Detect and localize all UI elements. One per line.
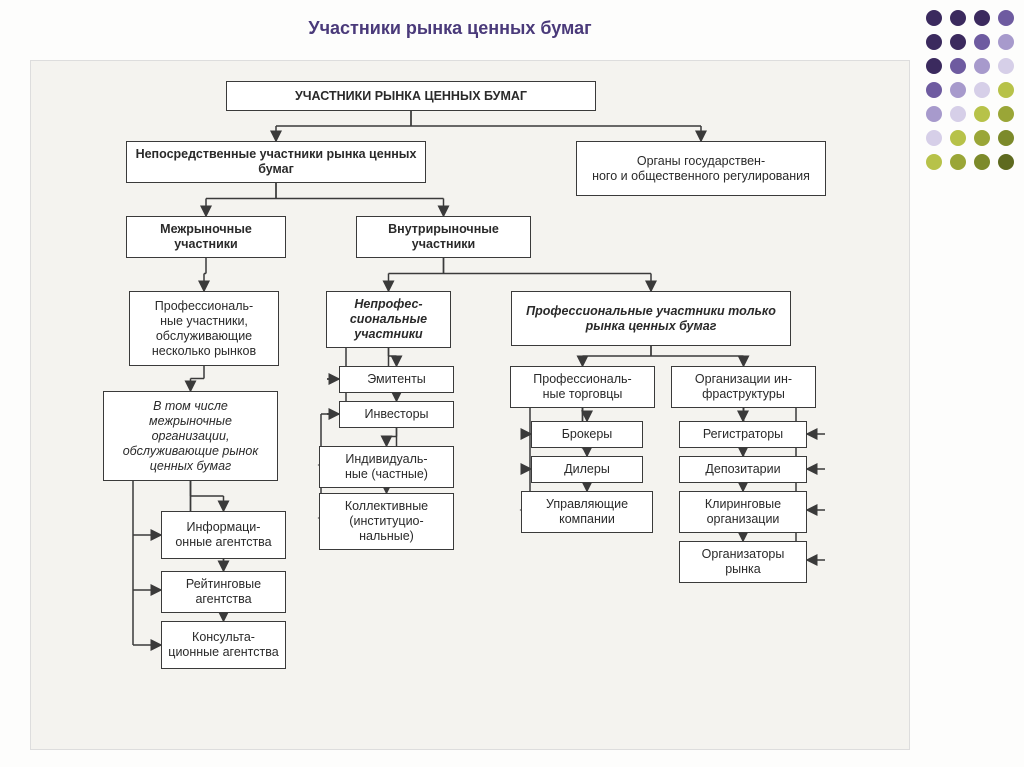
- node-collect: Коллективные (институцио- нальные): [319, 493, 454, 550]
- decorative-dot-grid: [926, 10, 1016, 172]
- node-intra: Внутрирыночные участники: [356, 216, 531, 258]
- node-registr: Регистраторы: [679, 421, 807, 448]
- dot: [974, 82, 990, 98]
- node-root: УЧАСТНИКИ РЫНКА ЦЕННЫХ БУМАГ: [226, 81, 596, 111]
- dot: [926, 130, 942, 146]
- dot: [926, 154, 942, 170]
- node-emit: Эмитенты: [339, 366, 454, 393]
- node-depo: Депозитарии: [679, 456, 807, 483]
- node-indiv: Индивидуаль- ные (частные): [319, 446, 454, 488]
- dot: [926, 82, 942, 98]
- node-org_market: Организаторы рынка: [679, 541, 807, 583]
- dot: [950, 82, 966, 98]
- dot: [926, 34, 942, 50]
- node-inter: Межрыночные участники: [126, 216, 286, 258]
- dot: [998, 58, 1014, 74]
- node-rating: Рейтинговые агентства: [161, 571, 286, 613]
- node-trade: Профессиональ- ные торговцы: [510, 366, 655, 408]
- node-gov: Органы государствен- ного и общественног…: [576, 141, 826, 196]
- dot: [926, 10, 942, 26]
- dot: [974, 34, 990, 50]
- dot: [974, 154, 990, 170]
- node-inclusive: В том числе межрыночные организации, обс…: [103, 391, 278, 481]
- dot: [998, 82, 1014, 98]
- node-invest: Инвесторы: [339, 401, 454, 428]
- dot: [998, 154, 1014, 170]
- node-prof_only: Профессиональные участники только рынка …: [511, 291, 791, 346]
- node-info: Информаци- онные агентства: [161, 511, 286, 559]
- page-title: Участники рынка ценных бумаг: [0, 18, 900, 39]
- flowchart-diagram: УЧАСТНИКИ РЫНКА ЦЕННЫХ БУМАГ Непосредстве…: [30, 60, 910, 750]
- dot: [974, 106, 990, 122]
- dot: [998, 10, 1014, 26]
- node-mgmt: Управляющие компании: [521, 491, 653, 533]
- dot: [950, 130, 966, 146]
- node-clear: Клиринговые организации: [679, 491, 807, 533]
- dot: [998, 130, 1014, 146]
- node-broker: Брокеры: [531, 421, 643, 448]
- dot: [950, 10, 966, 26]
- dot: [950, 34, 966, 50]
- dot: [974, 58, 990, 74]
- dot: [926, 58, 942, 74]
- node-dealer: Дилеры: [531, 456, 643, 483]
- dot: [950, 58, 966, 74]
- node-consult: Консульта- ционные агентства: [161, 621, 286, 669]
- dot: [926, 106, 942, 122]
- node-direct: Непосредственные участники рынка ценных …: [126, 141, 426, 183]
- dot: [950, 106, 966, 122]
- dot: [950, 154, 966, 170]
- dot: [998, 34, 1014, 50]
- node-infra: Организации ин- фраструктуры: [671, 366, 816, 408]
- node-nonprof: Непрофес- сиональные участники: [326, 291, 451, 348]
- dot: [998, 106, 1014, 122]
- dot: [974, 130, 990, 146]
- dot: [974, 10, 990, 26]
- node-prof_multi: Профессиональ- ные участники, обслуживаю…: [129, 291, 279, 366]
